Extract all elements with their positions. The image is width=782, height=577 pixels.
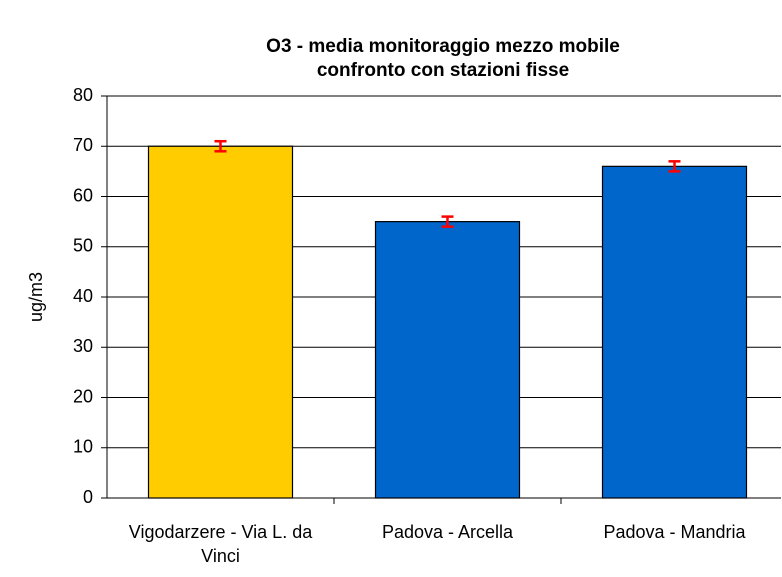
x-tick-label: Vigodarzere - Via L. da Vinci [128,522,313,566]
y-tick-label: 40 [73,286,93,306]
x-tick-label: Padova - Mandria [603,522,746,542]
y-tick-label: 0 [83,487,93,507]
chart-title: confronto con stazioni fisse [317,60,569,81]
y-tick-label: 60 [73,185,93,205]
y-tick-label: 30 [73,336,93,356]
bar [601,165,748,499]
x-tick-label: Padova - Arcella [381,522,514,542]
y-tick-label: 10 [73,437,93,457]
y-tick-label: 70 [73,135,93,155]
y-tick-label: 80 [73,85,93,105]
y-axis-label: ug/m3 [26,272,46,322]
bar [147,145,294,499]
y-tick-label: 50 [73,236,93,256]
chart-title: O3 - media monitoraggio mezzo mobile [266,36,620,57]
y-tick-label: 20 [73,386,93,406]
bar [374,221,521,499]
